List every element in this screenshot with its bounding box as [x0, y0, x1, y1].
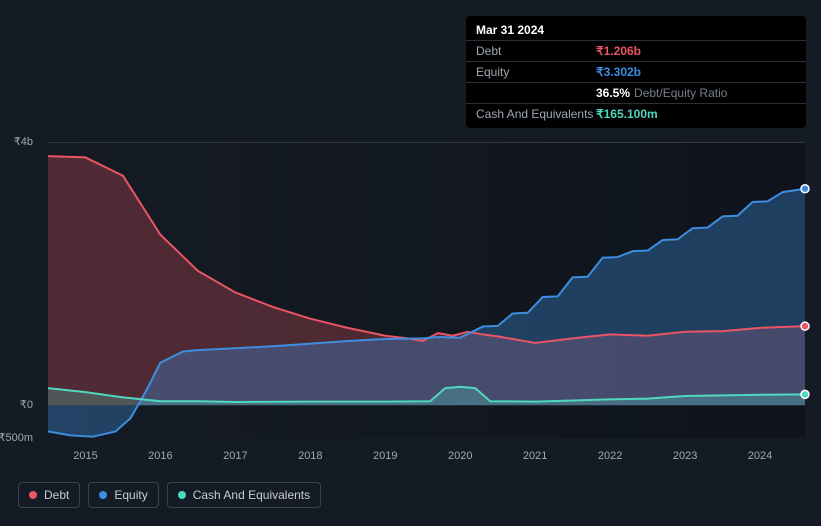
legend-swatch — [29, 491, 37, 499]
x-axis-label: 2019 — [373, 450, 397, 462]
chart-tooltip: Mar 31 2024 Debt₹1.206bEquity₹3.302b36.5… — [466, 16, 806, 128]
y-axis-label: ₹4b — [14, 135, 33, 148]
tooltip-value: ₹1.206b — [596, 44, 796, 58]
tooltip-value: 36.5%Debt/Equity Ratio — [596, 86, 796, 100]
x-axis-label: 2021 — [523, 450, 547, 462]
tooltip-value: ₹165.100m — [596, 107, 796, 121]
tooltip-label: Equity — [476, 65, 596, 79]
tooltip-label: Cash And Equivalents — [476, 107, 596, 121]
tooltip-row: 36.5%Debt/Equity Ratio — [466, 83, 806, 104]
series-end-marker-cash — [801, 390, 809, 398]
tooltip-label — [476, 86, 596, 100]
tooltip-value: ₹3.302b — [596, 65, 796, 79]
legend-label: Debt — [44, 488, 69, 502]
legend-label: Equity — [114, 488, 147, 502]
tooltip-date: Mar 31 2024 — [476, 23, 544, 37]
legend-item-cash[interactable]: Cash And Equivalents — [167, 482, 321, 508]
x-axis-label: 2016 — [148, 450, 172, 462]
y-axis-label: ₹0 — [20, 398, 33, 411]
x-axis-label: 2023 — [673, 450, 697, 462]
tooltip-label: Debt — [476, 44, 596, 58]
x-axis-label: 2018 — [298, 450, 322, 462]
legend-item-equity[interactable]: Equity — [88, 482, 158, 508]
tooltip-row: Cash And Equivalents₹165.100m — [466, 104, 806, 124]
tooltip-row: Equity₹3.302b — [466, 62, 806, 83]
x-axis-label: 2017 — [223, 450, 247, 462]
y-axis-label: -₹500m — [0, 431, 33, 444]
x-axis-label: 2022 — [598, 450, 622, 462]
chart-area — [48, 142, 805, 438]
legend: Debt Equity Cash And Equivalents — [18, 482, 321, 508]
series-end-marker-equity — [801, 185, 809, 193]
x-axis-label: 2020 — [448, 450, 472, 462]
chart-svg — [48, 143, 805, 438]
x-axis-label: 2015 — [73, 450, 97, 462]
legend-swatch — [99, 491, 107, 499]
legend-item-debt[interactable]: Debt — [18, 482, 80, 508]
tooltip-date-row: Mar 31 2024 — [466, 20, 806, 41]
legend-label: Cash And Equivalents — [193, 488, 310, 502]
tooltip-suffix: Debt/Equity Ratio — [634, 86, 727, 100]
x-axis: 2015 2016 2017 2018 2019 2020 2021 2022 2023 2024 — [48, 438, 805, 462]
x-axis-label: 2024 — [748, 450, 772, 462]
legend-swatch — [178, 491, 186, 499]
tooltip-row: Debt₹1.206b — [466, 41, 806, 62]
series-end-marker-debt — [801, 322, 809, 330]
